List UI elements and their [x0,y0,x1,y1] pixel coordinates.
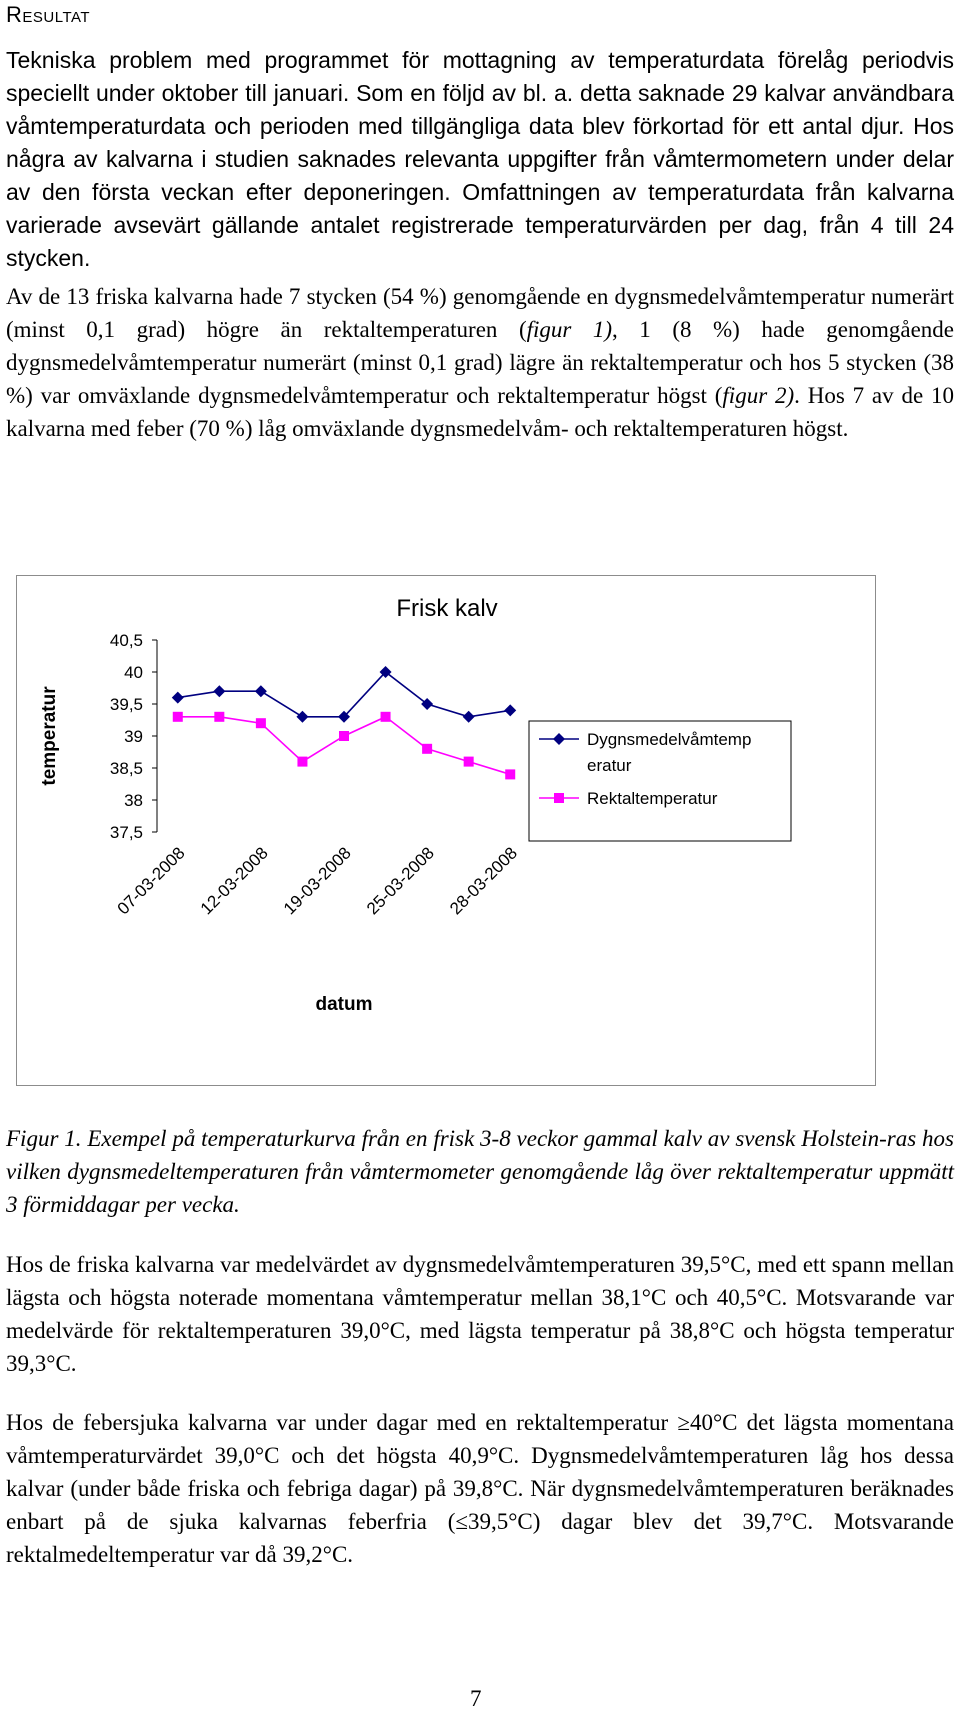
section-heading: Resultat [6,2,91,27]
y-tick-label: 37,5 [110,823,143,842]
data-point-square [380,711,391,722]
data-point-diamond [296,710,309,723]
data-point-diamond [421,698,434,710]
series-line-1 [177,715,511,776]
y-tick-label: 38 [124,791,143,810]
data-point-square [255,718,266,729]
y-tick-label: 38,5 [110,759,143,778]
figure-1-chart: Frisk kalv 40,5 40 39,5 39 38,5 38 37,5 temperat… [16,575,876,1086]
x-tick-label: 07-03-2008 [114,843,189,918]
y-tick-label: 40,5 [110,631,143,650]
y-axis-label: temperatur [39,686,60,786]
legend-marker-diamond [553,733,565,745]
legend-box [528,720,792,842]
paragraph-text: Tekniska problem med programmet för mott… [6,47,954,271]
paragraph-text-a: Av de 13 friska kalvarna hade 7 stycken … [6,284,954,342]
chart-canvas: Frisk kalv 40,5 40 39,5 39 38,5 38 37,5 temperat… [39,595,792,1015]
data-point-diamond [254,685,267,698]
data-point-diamond [379,666,392,678]
paragraph-fever-calves: Hos de febersjuka kalvarna var under dag… [6,1410,954,1567]
data-point-diamond [171,691,184,704]
paragraph-text-c: . Hos 7 av de 10 kalvarna med feber (70 … [6,383,954,441]
data-point-square [422,743,433,754]
data-point-square [297,756,308,767]
paragraph-healthy-calves: Av de 13 friska kalvarna hade 7 stycken … [6,280,954,445]
series-line-0 [177,670,511,718]
data-point-diamond [462,710,475,723]
y-tick-label: 39 [124,727,143,746]
data-point-square [339,731,349,741]
paragraph-healthy-means: Hos de friska kalvarna var medelvärdet a… [6,1252,954,1376]
legend-label-0: Dygnsmedelvåmtemp [587,730,751,749]
legend-label-0: eratur [587,756,632,775]
paragraph-technical-problems: Tekniska problem med programmet för mott… [6,44,954,275]
data-point-diamond [504,704,517,717]
data-point-square [463,756,474,767]
figure-caption: Figur 1. Exempel på temperaturkurva från… [6,1126,954,1217]
x-tick-label: 28-03-2008 [446,843,521,918]
data-point-diamond [213,685,226,698]
x-tick-label: 12-03-2008 [197,843,272,918]
y-tick-label: 39,5 [110,695,143,714]
legend-label-1: Rektaltemperatur [587,789,718,808]
y-tick-label: 40 [124,663,143,682]
chart-title: Frisk kalv [396,595,497,622]
data-point-diamond [338,710,350,723]
x-tick-label: 25-03-2008 [363,843,438,918]
data-point-square [505,769,516,780]
legend-marker-square [554,793,564,803]
x-axis-label: datum [316,994,373,1015]
data-point-square [172,711,183,722]
figure-reference-1: figur 1) [526,317,613,342]
paragraph-text-b: , 1 (8 %) hade genomgående dygnsmedelvåm… [6,317,955,408]
page-number: 7 [470,1686,482,1711]
figure-reference-2: figur 2) [722,383,795,408]
data-point-square [214,711,225,722]
x-tick-label: 19-03-2008 [280,843,355,918]
